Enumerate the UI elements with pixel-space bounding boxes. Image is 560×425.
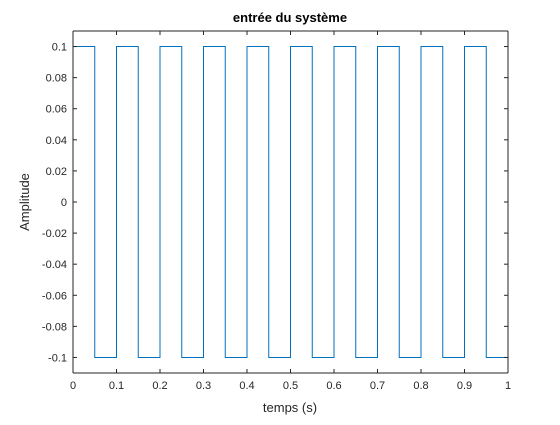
y-axis-label: Amplitude: [17, 173, 32, 231]
y-tick-label: -0.02: [42, 228, 67, 240]
x-tick-label: 0: [70, 380, 76, 392]
x-tick-label: 0.7: [370, 380, 385, 392]
x-tick-label: 0.6: [326, 380, 341, 392]
series-line-0: [73, 46, 509, 358]
x-tick-label: 0.3: [196, 380, 211, 392]
y-tick-label: -0.1: [48, 352, 67, 364]
x-tick-label: 0.8: [413, 380, 428, 392]
y-tick-label: -0.04: [42, 259, 67, 271]
y-tick-label: -0.08: [42, 321, 67, 333]
x-tick-layer: 0 0.1 0.2 0.3 0.4 0.5 0.6 0.7 0.8 0.9 1: [70, 31, 511, 392]
y-tick-label: -0.06: [42, 290, 67, 302]
y-tick-label: 0: [61, 197, 67, 209]
x-tick-label: 0.5: [283, 380, 298, 392]
x-tick-label: 1: [505, 380, 511, 392]
x-tick-label: 0.1: [109, 380, 124, 392]
y-tick-layer: 0.1 0.08 0.06 0.04 0.02 0 -0.02 -0.04 -0.06 -0.08…: [42, 42, 508, 364]
x-axis-label: temps (s): [263, 400, 317, 415]
y-tick-label: 0.04: [46, 135, 67, 147]
y-tick-label: 0.02: [46, 166, 67, 178]
y-tick-label: 0.08: [46, 73, 67, 85]
x-tick-label: 0.4: [239, 380, 254, 392]
y-tick-label: 0.06: [46, 104, 67, 116]
x-tick-label: 0.2: [152, 380, 167, 392]
x-tick-label: 0.9: [457, 380, 472, 392]
chart-title: entrée du système: [233, 10, 347, 25]
series-layer: [73, 46, 509, 358]
y-tick-label: 0.1: [52, 42, 67, 54]
